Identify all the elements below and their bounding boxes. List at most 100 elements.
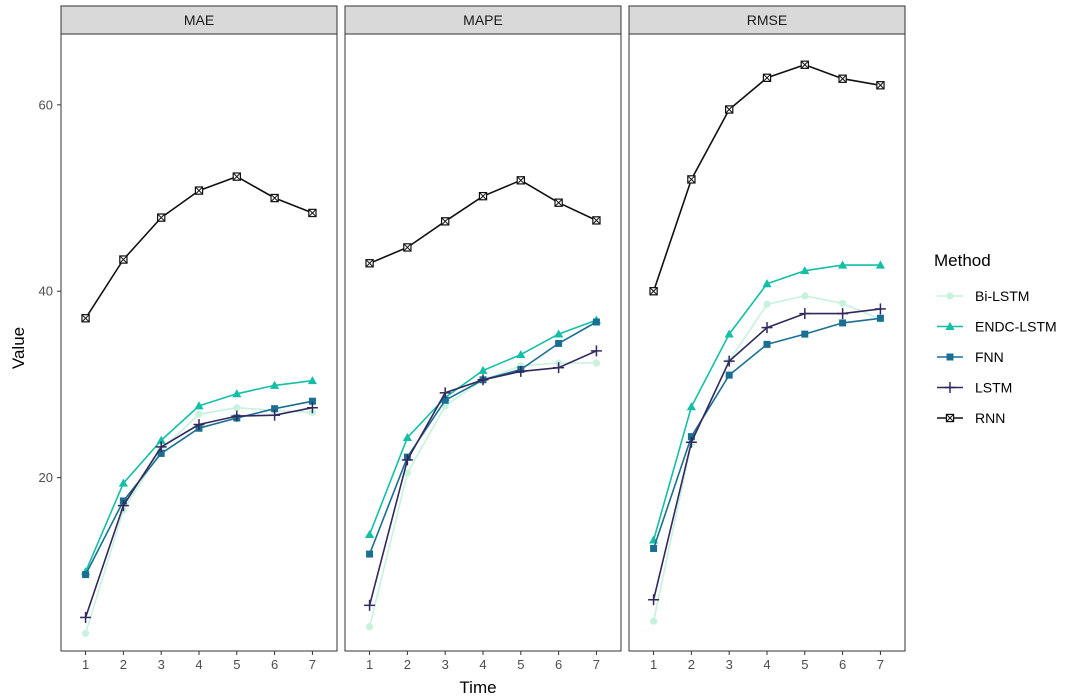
panel-rmse-series-endc-lstm-point-6-shape xyxy=(838,260,848,269)
panel-mae-series-fnn-point-7-shape xyxy=(308,397,316,405)
panel-mae-series-bi-lstm-point-4-shape xyxy=(195,410,203,418)
panel-mape-series-fnn-point-1 xyxy=(366,550,374,558)
panel-rmse-series-fnn xyxy=(650,314,884,552)
panel-mae-series-endc-lstm-point-6-shape xyxy=(270,380,280,389)
panel-mape-x-tick-label-5: 5 xyxy=(517,657,524,672)
panel-rmse-series-rnn-point-6-d2 xyxy=(838,74,847,83)
panel-rmse-series-endc-lstm-point-7 xyxy=(875,260,886,269)
panel-mae-series-lstm-point-3 xyxy=(155,441,167,453)
panel-rmse-series-rnn-point-3-d2 xyxy=(725,105,734,114)
panel-mape-x-tick-label-2: 2 xyxy=(404,657,411,672)
panel-mape-series-fnn-point-7 xyxy=(592,318,600,326)
panel-rmse-series-rnn-point-1 xyxy=(649,287,658,296)
panel-rmse-series-fnn-point-4 xyxy=(763,340,771,348)
panel-mae-series-fnn-point-6 xyxy=(271,405,279,413)
legend: Method Bi-LSTM ENDC-LSTM FNN LSTM RNN xyxy=(934,251,1057,426)
panel-rmse: RMSE 1 2 3 4 5 6 7 xyxy=(628,5,906,672)
panel-rmse-x-tick-label-4: 4 xyxy=(763,657,770,672)
panel-rmse-series-endc-lstm xyxy=(648,260,886,544)
panel-rmse-series-fnn-point-7 xyxy=(876,314,884,322)
panel-rmse-series-fnn-point-4-shape xyxy=(763,340,771,348)
panel-mape-series-fnn-point-3-shape xyxy=(441,396,449,404)
legend-item-bi-lstm-marker-shape xyxy=(946,292,954,300)
panel-mape-series-endc-lstm-point-6-shape xyxy=(554,329,564,338)
panel-mae-series-rnn-point-5-d2 xyxy=(232,172,241,181)
panel-mape-series-rnn-point-4 xyxy=(478,191,488,201)
panel-rmse-strip-label: RMSE xyxy=(747,12,787,28)
legend-item-endc-lstm-label: ENDC-LSTM xyxy=(975,319,1057,335)
panel-mae-series-lstm-point-2 xyxy=(117,500,129,512)
panel-mape-series-rnn-point-2 xyxy=(403,243,412,252)
legend-item-endc-lstm-marker-shape xyxy=(945,321,955,330)
panel-mae-strip-label: MAE xyxy=(184,12,214,28)
panel-rmse-series-fnn-point-2 xyxy=(687,433,695,441)
panel-rmse-series-bi-lstm-point-6 xyxy=(839,299,847,307)
panel-rmse-series-endc-lstm-point-6 xyxy=(838,260,848,269)
panel-mape-x-tick-label-4: 4 xyxy=(479,657,486,672)
panel-mae-series-endc-lstm-point-4 xyxy=(194,401,204,410)
panel-mae-x-tick-label-1: 1 xyxy=(82,657,89,672)
panel-rmse-series-bi-lstm-point-1-shape xyxy=(649,617,658,625)
panel-mape-series-fnn-point-1-shape xyxy=(366,550,374,558)
panel-mae-x-tick-label-7: 7 xyxy=(309,657,316,672)
panel-rmse-x-tick-label-6: 6 xyxy=(839,657,846,672)
panel-rmse-series-fnn-point-1-shape xyxy=(650,544,658,552)
panel-mae-series-fnn-point-3 xyxy=(157,449,165,457)
panel-rmse-x-tick-label-2: 2 xyxy=(688,657,695,672)
panel-mape-series-lstm-point-6 xyxy=(553,362,565,374)
panel-mape-series-rnn-point-6-d2 xyxy=(554,198,563,207)
panel-rmse-series-fnn-point-5-shape xyxy=(801,330,809,338)
panel-rmse-series-endc-lstm-point-3-shape xyxy=(724,329,734,338)
panel-rmse-series-endc-lstm-point-5-shape xyxy=(800,266,810,275)
panel-rmse-series-lstm-point-6 xyxy=(837,308,849,320)
panel-mape-series-rnn-point-7 xyxy=(592,216,601,225)
panel-mape-series-rnn-point-2-d2 xyxy=(403,243,412,252)
panel-rmse-series-lstm-point-5 xyxy=(799,308,811,320)
panel-rmse-series-fnn-point-2-shape xyxy=(687,433,695,441)
panel-mape-series-rnn-point-5 xyxy=(516,176,526,185)
panel-mape-series-bi-lstm-point-7-shape xyxy=(592,359,601,367)
panel-mae-x-tick-label-4: 4 xyxy=(195,657,202,672)
panel-mae-series-rnn-point-3-d2 xyxy=(157,213,166,222)
panel-mape-x-tick-label-6: 6 xyxy=(555,657,562,672)
panel-rmse-series-bi-lstm-point-5-shape xyxy=(801,292,809,300)
panel-mae-series-bi-lstm-point-1 xyxy=(81,629,90,637)
panel-rmse-series-endc-lstm-point-2 xyxy=(686,402,696,411)
legend-item-fnn-marker-shape xyxy=(946,353,954,361)
panel-mae-series-rnn-point-2-d2 xyxy=(119,255,128,264)
legend-item-rnn: RNN xyxy=(937,410,1005,426)
legend-item-rnn-label: RNN xyxy=(975,410,1005,426)
legend-item-endc-lstm: ENDC-LSTM xyxy=(937,319,1057,335)
panel-mae-series-bi-lstm-point-5 xyxy=(233,404,241,412)
panel-mape-series-lstm-point-7 xyxy=(590,345,602,357)
panel-mae-series-rnn-point-6-d2 xyxy=(270,194,279,202)
legend-title: Method xyxy=(934,251,991,270)
panel-mape-series-bi-lstm-point-1-shape xyxy=(365,623,374,631)
panel-rmse-series-fnn-point-6 xyxy=(839,319,847,327)
legend-item-endc-lstm-marker xyxy=(945,321,955,330)
y-tick-label-60: 60 xyxy=(39,97,53,112)
panel-rmse-x-tick-label-1: 1 xyxy=(650,657,657,672)
x-axis-title: Time xyxy=(459,678,496,697)
panel-mae-series-bi-lstm-point-4 xyxy=(195,410,203,418)
panel-mae-series-fnn-point-3-shape xyxy=(157,449,165,457)
panel-mape-series-endc-lstm xyxy=(364,315,602,538)
legend-item-bi-lstm-label: Bi-LSTM xyxy=(975,288,1029,304)
panel-rmse-x-tick-label-3: 3 xyxy=(726,657,733,672)
panel-mape-series-rnn-point-3-d2 xyxy=(441,217,450,226)
legend-item-bi-lstm-marker xyxy=(946,292,954,300)
panel-rmse-x-tick-label-7: 7 xyxy=(877,657,884,672)
panel-mape-series-fnn-point-6-shape xyxy=(555,339,563,347)
panel-mae-series-endc-lstm-point-7 xyxy=(307,376,318,385)
panel-rmse-series-bi-lstm-point-6-shape xyxy=(839,299,847,307)
panel-rmse-series-rnn-point-5 xyxy=(800,60,810,69)
panel-mae-x-tick-label-5: 5 xyxy=(233,657,240,672)
panel-mae-series-rnn-point-2 xyxy=(119,255,128,264)
panel-mae-strip xyxy=(60,5,338,35)
panel-mape-series-lstm xyxy=(364,345,602,611)
panel-mape-series-bi-lstm-point-2 xyxy=(403,469,411,477)
panel-mape-strip-label: MAPE xyxy=(463,12,503,28)
panel-mae-series-rnn-point-3 xyxy=(156,213,166,222)
panel-mape-series-lstm-point-4 xyxy=(477,374,489,386)
panel-mae-series-fnn-point-6-shape xyxy=(271,405,279,413)
